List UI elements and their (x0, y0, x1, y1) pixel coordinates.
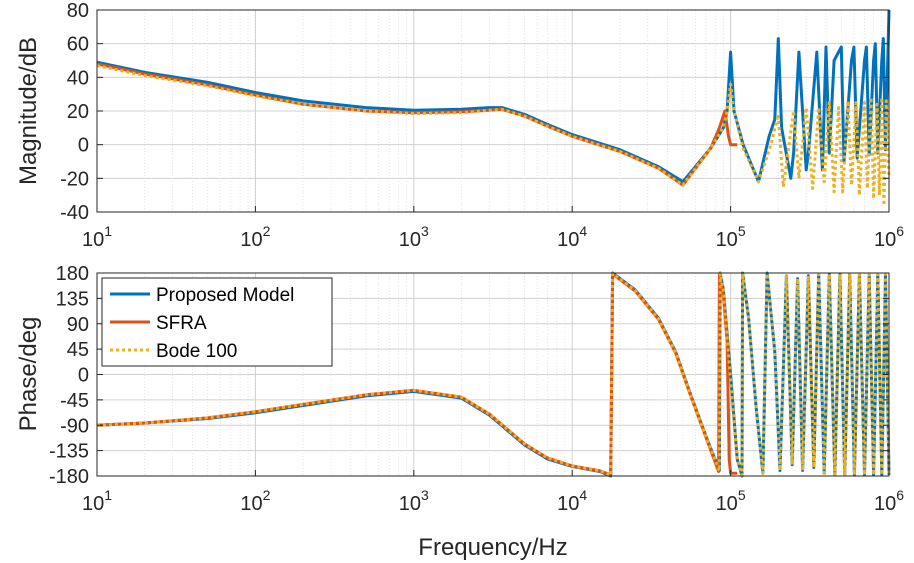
y-tick-label: -20 (60, 168, 89, 190)
series-line-sfra (96, 62, 738, 187)
legend-label: Proposed Model (156, 285, 294, 306)
y-tick-label: 60 (67, 34, 89, 56)
y-tick-label: -135 (49, 441, 89, 463)
y-tick-label: 90 (67, 314, 89, 336)
x-tick-label: 104 (557, 223, 587, 251)
x-tick-label: 105 (716, 487, 746, 515)
y-tick-label: 0 (78, 365, 89, 387)
phase-axes-box (96, 272, 890, 477)
x-tick-label: 104 (557, 487, 587, 515)
phase-y-axis-label: Phase/deg (15, 317, 42, 432)
x-tick-label: 103 (399, 223, 429, 251)
magnitude-tick-labels: -40 -20 0 20 40 60 80 101 102 103 104 105 106 (60, 0, 904, 251)
x-tick-label: 102 (240, 487, 270, 515)
y-tick-label: 180 (56, 263, 89, 285)
magnitude-series (96, 9, 891, 207)
y-tick-label: -90 (60, 415, 89, 437)
y-tick-label: 45 (67, 339, 89, 361)
x-tick-label: 103 (399, 487, 429, 515)
legend: Proposed Model SFRA Bode 100 (101, 277, 333, 367)
series-line-proposed-model (96, 9, 891, 184)
x-tick-label: 102 (240, 223, 270, 251)
magnitude-y-axis-label: Magnitude/dB (15, 37, 42, 185)
y-tick-label: 20 (67, 101, 89, 123)
x-tick-label: 101 (82, 223, 112, 251)
magnitude-plot: -40 -20 0 20 40 60 80 101 102 103 104 105 106 Magnit… (15, 0, 904, 251)
y-tick-label: 135 (56, 288, 89, 310)
y-tick-label: -45 (60, 390, 89, 412)
y-tick-label: 80 (67, 0, 89, 22)
x-tick-label: 101 (82, 487, 112, 515)
phase-tick-labels: -180 -135 -90 -45 0 45 90 135 180 101 102 103 104 105… (49, 263, 904, 515)
legend-label: SFRA (156, 313, 207, 334)
series-line-bode-100 (96, 272, 891, 477)
y-tick-label: 40 (67, 67, 89, 89)
phase-plot: -180 -135 -90 -45 0 45 90 135 180 101 102 103 104 105… (15, 263, 904, 515)
y-tick-label: 0 (78, 135, 89, 157)
x-tick-label: 106 (874, 223, 904, 251)
y-tick-label: -40 (60, 202, 89, 224)
magnitude-axes-box (96, 9, 890, 213)
phase-series (96, 271, 891, 478)
legend-label: Bode 100 (156, 341, 237, 362)
x-axis-label: Frequency/Hz (418, 534, 567, 561)
x-tick-label: 106 (874, 487, 904, 515)
y-tick-label: -180 (49, 466, 89, 488)
series-line-sfra (96, 272, 738, 477)
x-tick-label: 105 (716, 223, 746, 251)
